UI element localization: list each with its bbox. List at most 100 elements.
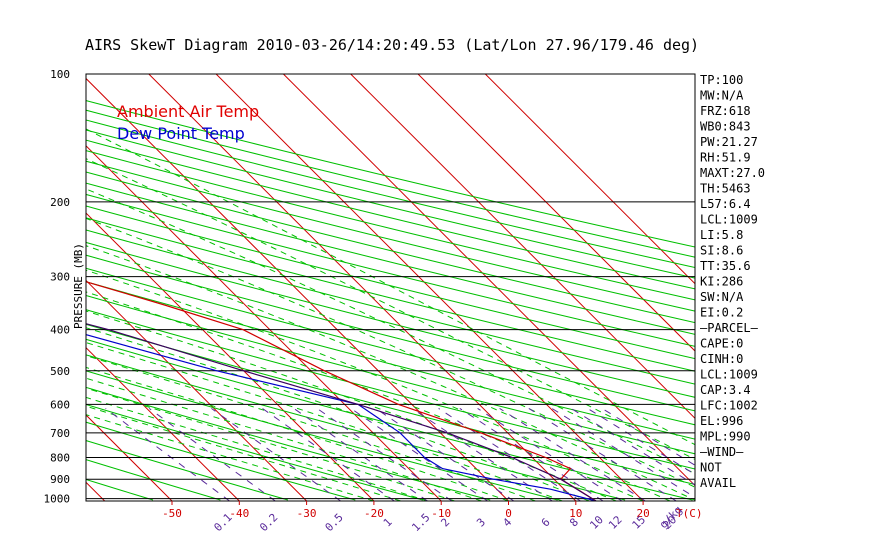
isotherm-line	[417, 74, 695, 352]
mixing-ratio-tick-label: 6	[539, 516, 553, 530]
mixing-ratio-line	[528, 407, 677, 501]
legend-dew-point: Dew Point Temp	[117, 124, 245, 143]
index-line: TH:5463	[700, 182, 751, 196]
index-line: AVAIL	[700, 476, 736, 490]
bottom-temp-tick-label: 0	[505, 507, 512, 520]
moist-adiabat-line	[86, 245, 695, 501]
mixing-ratio-line	[411, 407, 553, 501]
isotherm-line	[86, 279, 307, 501]
moist-adiabat-line	[86, 327, 590, 501]
dry-adiabat-line	[86, 217, 695, 372]
index-line: FRZ:618	[700, 104, 751, 118]
bottom-temp-tick-label: 20	[636, 507, 649, 520]
mixing-ratio-line	[316, 407, 453, 501]
isotherm-line	[484, 74, 695, 285]
index-line: CAPE:0	[700, 337, 743, 351]
mixing-ratio-line	[459, 407, 604, 501]
pressure-tick-label: 800	[50, 451, 70, 464]
index-line: —PARCEL—	[700, 321, 759, 335]
pressure-tick-label: 100	[50, 68, 70, 81]
mixing-ratio-tick-label: 0.2	[257, 511, 280, 534]
moist-adiabat-line	[86, 387, 455, 501]
mixing-ratio-line	[211, 407, 341, 501]
moist-adiabat-line	[86, 355, 536, 501]
mixing-ratio-tick-label: 1	[381, 516, 395, 530]
isotherm-line	[86, 346, 240, 501]
moist-adiabat-line	[86, 366, 509, 501]
dry-adiabat-line	[86, 182, 695, 335]
index-line: L57:6.4	[700, 197, 751, 211]
isotherm-line	[86, 414, 173, 501]
mixing-ratio-line	[477, 407, 623, 501]
pressure-tick-label: 200	[50, 196, 70, 209]
index-line: CINH:0	[700, 352, 743, 366]
dry-adiabat-line	[86, 205, 695, 360]
index-line: MPL:990	[700, 430, 751, 444]
dry-adiabat-line	[86, 119, 695, 269]
index-line: LCL:1009	[700, 368, 758, 382]
dry-adiabat-line	[86, 139, 695, 290]
mixing-ratio-tick-label: 10	[587, 513, 606, 532]
moist-adiabat-line	[86, 291, 644, 501]
index-line: KI:286	[700, 275, 743, 289]
moist-adiabat-line	[86, 414, 375, 501]
mixing-ratio-tick-label: 12	[606, 513, 625, 532]
pressure-tick-label: 400	[50, 324, 70, 337]
dry-adiabat-line	[86, 150, 695, 301]
dry-adiabat-line	[86, 160, 695, 312]
index-line: MAXT:27.0	[700, 166, 765, 180]
index-line: PW:21.27	[700, 135, 758, 149]
mixing-ratio-line	[262, 407, 395, 501]
moist-adiabat-line	[86, 405, 401, 501]
chart-title: AIRS SkewT Diagram 2010-03-26/14:20:49.5…	[85, 36, 699, 54]
dry-adiabat-line	[86, 294, 695, 455]
dry-adiabat-line	[86, 421, 356, 501]
isotherm-line	[86, 212, 375, 501]
dry-adiabat-line	[86, 338, 693, 501]
pressure-tick-label: 900	[50, 473, 70, 486]
moist-adiabat-line	[86, 188, 695, 475]
isotherm-line	[215, 74, 644, 501]
mixing-ratio-line	[105, 408, 230, 501]
mixing-ratio-line	[499, 407, 646, 501]
bottom-temp-tick-label: -10	[431, 507, 451, 520]
mixing-ratio-tick-label: 3	[474, 516, 488, 530]
mixing-ratio-tick-label: 1.5	[409, 511, 432, 534]
background-grid	[0, 74, 695, 501]
index-line: RH:51.9	[700, 151, 751, 165]
sounding-profiles	[86, 281, 597, 501]
mixing-ratio-line	[293, 407, 428, 501]
dry-adiabat-line	[86, 403, 423, 501]
isotherm-line	[86, 145, 442, 501]
ambient-air-temp-profile	[86, 281, 597, 501]
index-line: LI:5.8	[700, 228, 743, 242]
moist-adiabat-line	[86, 158, 695, 460]
index-line: LCL:1009	[700, 213, 758, 227]
y-axis-label: PRESSURE (MB)	[72, 243, 85, 329]
dry-adiabat-line	[86, 129, 695, 279]
bottom-temp-tick-label: -40	[229, 507, 249, 520]
mixing-ratio-line	[375, 407, 515, 501]
dry-adiabat-line	[86, 354, 626, 501]
bottom-temp-tick-label: -20	[364, 507, 384, 520]
mixing-ratio-line	[601, 407, 695, 466]
parcel-profile	[86, 323, 597, 501]
x-axis-unit-label: T(C)	[676, 507, 703, 520]
pressure-tick-label: 1000	[44, 493, 71, 506]
dry-adiabat-line	[86, 193, 695, 347]
mixing-ratio-line	[350, 407, 488, 501]
mixing-ratio-line	[587, 407, 695, 475]
index-line: MW:N/A	[700, 89, 744, 103]
index-line: CAP:3.4	[700, 383, 751, 397]
index-line: EI:0.2	[700, 306, 743, 320]
dry-adiabat-line	[86, 100, 695, 248]
bottom-temp-tick-label: -30	[297, 507, 317, 520]
isotherm-line	[350, 74, 695, 420]
dry-adiabat-line	[86, 386, 491, 501]
pressure-tick-label: 600	[50, 398, 70, 411]
isotherm-line	[0, 74, 37, 501]
index-line: —WIND—	[700, 445, 744, 459]
legend-air-temp: Ambient Air Temp	[117, 102, 259, 121]
